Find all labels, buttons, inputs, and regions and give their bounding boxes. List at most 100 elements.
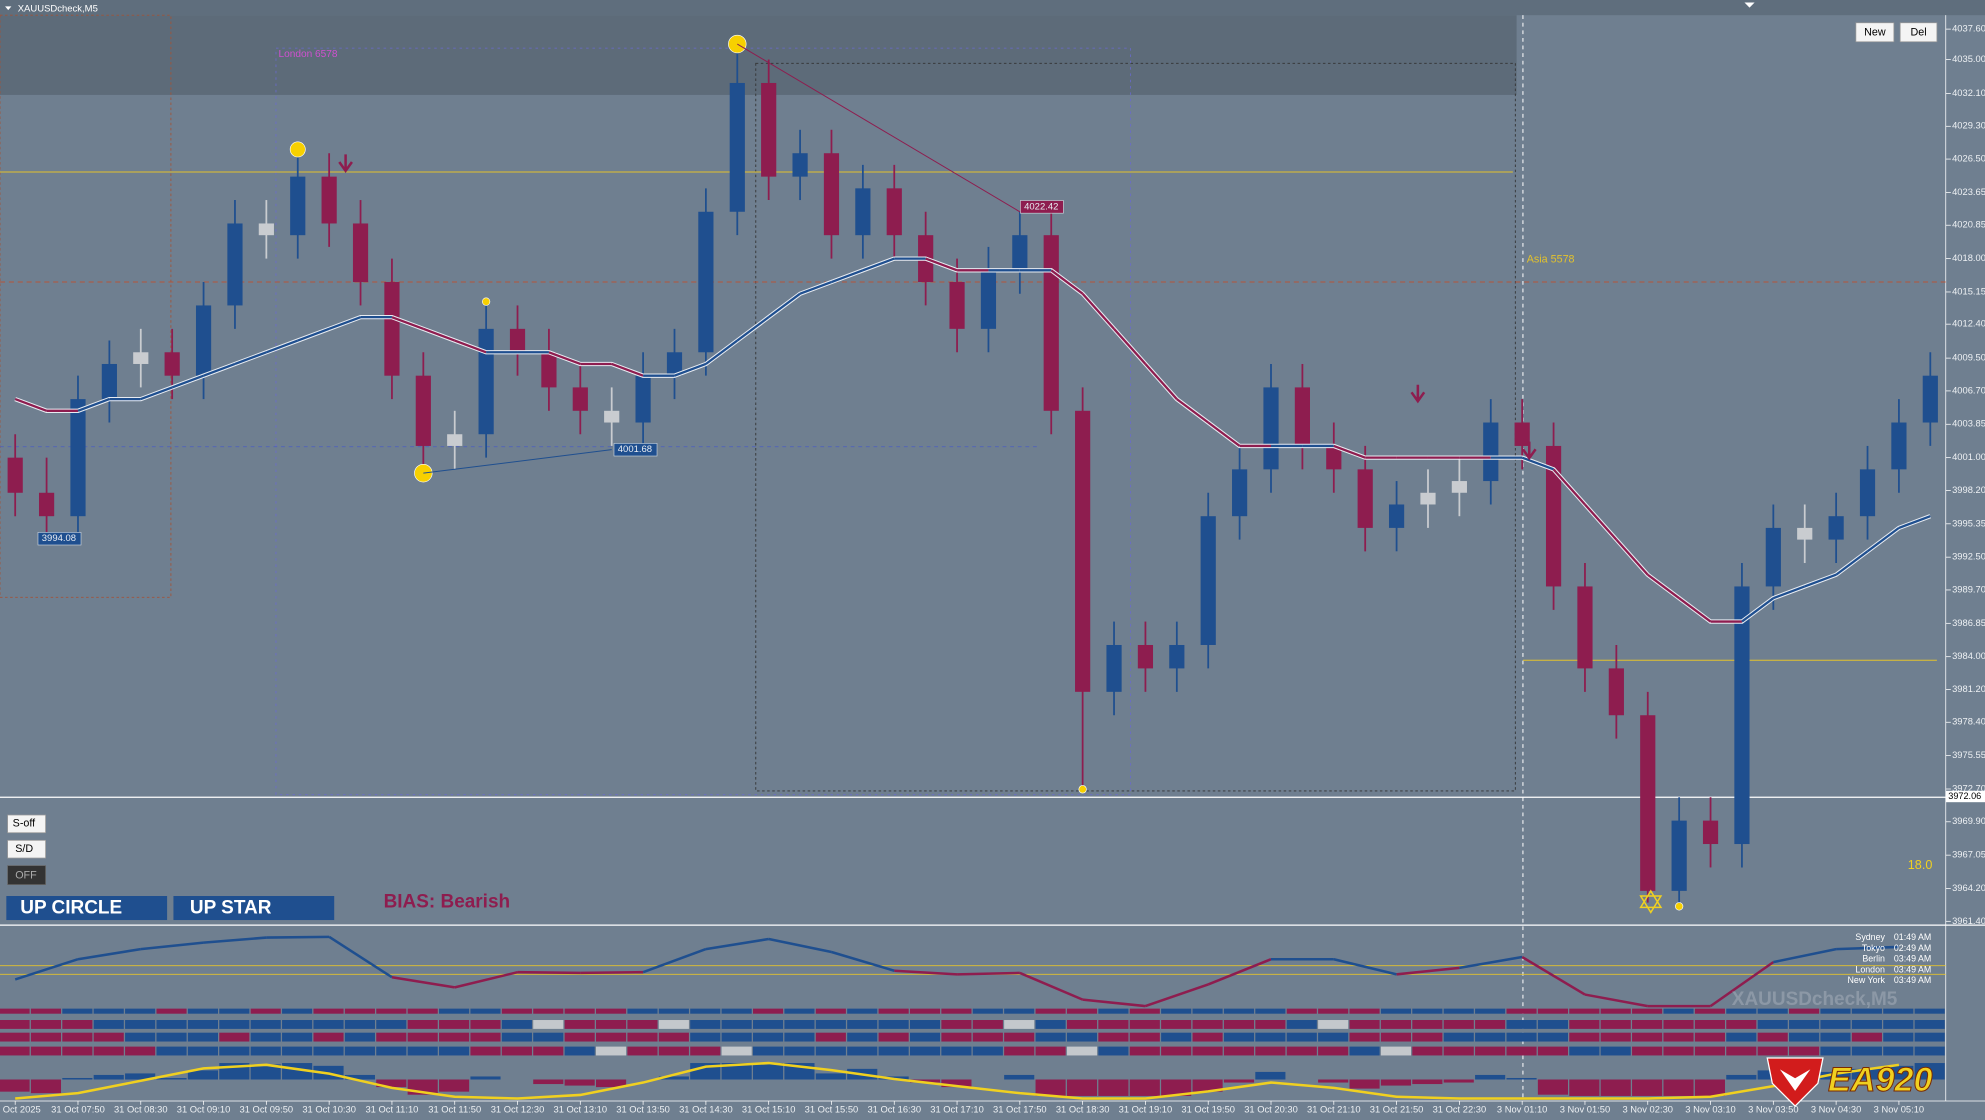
trend-cell [1506, 1046, 1537, 1056]
histogram-bar [909, 1079, 941, 1083]
candle-body [761, 82, 777, 177]
trend-cell [752, 1046, 784, 1056]
trend-cell [125, 1032, 156, 1042]
trend-cell [250, 1008, 281, 1014]
del-button-label[interactable]: Del [1910, 27, 1926, 39]
trend-cell [470, 1020, 501, 1029]
trend-cell [1129, 1008, 1160, 1014]
y-tick-label: 4020.85 [1952, 220, 1985, 230]
scroll-marker [1744, 2, 1755, 8]
trend-cell [1569, 1032, 1600, 1042]
x-tick-label: 31 Oct 19:10 [1119, 1104, 1173, 1114]
y-tick-label: 4018.00 [1952, 253, 1985, 263]
moving-average-segment [14, 398, 47, 412]
x-tick-label: 31 Oct 17:50 [993, 1104, 1047, 1114]
trend-cell [1349, 1032, 1380, 1042]
y-tick-label: 4029.30 [1952, 121, 1985, 131]
toggle-label[interactable]: S-off [13, 818, 36, 830]
x-tick-label: 31 Oct 09:10 [177, 1104, 231, 1114]
oscillator-segment [1333, 957, 1397, 976]
trend-cell [0, 1008, 30, 1014]
oscillator-segment [768, 937, 832, 954]
y-tick-label: 4023.65 [1952, 187, 1985, 197]
x-tick-label: 31 Oct 07:50 [51, 1104, 105, 1114]
trend-cell [627, 1020, 658, 1029]
trend-cell [533, 1032, 564, 1042]
current-price-label: 3972.06 [1948, 791, 1981, 801]
histogram-bar [1004, 1074, 1035, 1080]
y-tick-label: 3964.20 [1952, 883, 1985, 893]
trend-cell [439, 1008, 470, 1014]
trend-cell [1004, 1008, 1035, 1014]
trend-cell [1380, 1046, 1412, 1056]
moving-average-segment [1176, 398, 1209, 424]
moving-average-segment [736, 316, 770, 342]
trend-cell [878, 1046, 909, 1056]
trend-cell [1663, 1020, 1694, 1029]
trend-cell [470, 1032, 501, 1042]
trend-cell [941, 1046, 972, 1056]
toggle-button[interactable] [7, 814, 46, 834]
trend-cell [1318, 1046, 1349, 1056]
trend-cell [909, 1020, 941, 1029]
toggle-button[interactable] [7, 865, 46, 885]
y-tick-label: 3986.85 [1952, 618, 1985, 628]
trend-cell [1475, 1008, 1506, 1014]
moving-average-segment [1615, 538, 1649, 576]
trend-cell [219, 1046, 250, 1056]
oscillator-segment [1019, 971, 1084, 1001]
del-button[interactable] [1899, 22, 1938, 43]
new-button-label[interactable]: New [1864, 27, 1886, 39]
toggle-button[interactable] [7, 839, 46, 859]
signal-box [6, 896, 168, 921]
trend-cell [1726, 1046, 1757, 1056]
candle-body [1137, 644, 1154, 669]
trend-cell [1066, 1008, 1098, 1014]
trend-cell [941, 1008, 972, 1014]
y-tick-label: 3967.05 [1952, 850, 1985, 860]
trend-cell [972, 1046, 1003, 1056]
trend-cell [125, 1046, 156, 1056]
trend-cell [219, 1020, 250, 1029]
y-tick-label: 4003.85 [1952, 419, 1985, 429]
candle-body [258, 223, 274, 236]
histogram-bar [1066, 1079, 1098, 1096]
x-tick-label: 31 Oct 12:30 [491, 1104, 545, 1114]
moving-average-segment [1804, 573, 1837, 588]
x-tick-label: 31 Oct 15:50 [805, 1104, 859, 1114]
y-tick-label: 4009.50 [1952, 353, 1985, 363]
trend-cell [627, 1008, 658, 1014]
trend-cell [1789, 1020, 1820, 1029]
trend-cell [972, 1008, 1003, 1014]
y-tick-label: 3961.40 [1952, 916, 1985, 926]
trend-cell [941, 1020, 972, 1029]
x-tick-label: 31 Oct 19:50 [1181, 1104, 1235, 1114]
trend-cell [470, 1046, 501, 1056]
candle-body [509, 328, 526, 353]
trend-cell [596, 1008, 627, 1014]
toggle-label[interactable]: OFF [15, 870, 37, 882]
trend-cell [470, 1008, 501, 1014]
trend-cell [1914, 1008, 1945, 1014]
trend-cell [93, 1046, 124, 1056]
candle-body [1483, 422, 1499, 482]
session-name: Tokyo [1862, 943, 1885, 953]
watermark: XAUUSDcheck,M5 [1732, 989, 1898, 1010]
trend-cell [1129, 1046, 1160, 1056]
candle-body [1922, 375, 1938, 423]
trend-cell [344, 1032, 375, 1042]
trend-cell [501, 1020, 532, 1029]
wave-line [15, 1061, 1900, 1100]
trend-cell [1035, 1032, 1066, 1042]
histogram-bar [815, 1073, 846, 1080]
oscillator-segment [642, 947, 707, 974]
trend-cell [784, 1046, 815, 1056]
toggle-label[interactable]: S/D [15, 843, 33, 855]
menu-arrow[interactable] [5, 6, 12, 11]
trend-cell [690, 1020, 721, 1029]
new-button[interactable] [1855, 22, 1895, 43]
oscillator-segment [894, 969, 958, 976]
trend-cell [1286, 1032, 1317, 1042]
trend-cell [1663, 1008, 1694, 1014]
trend-cell [62, 1032, 93, 1042]
